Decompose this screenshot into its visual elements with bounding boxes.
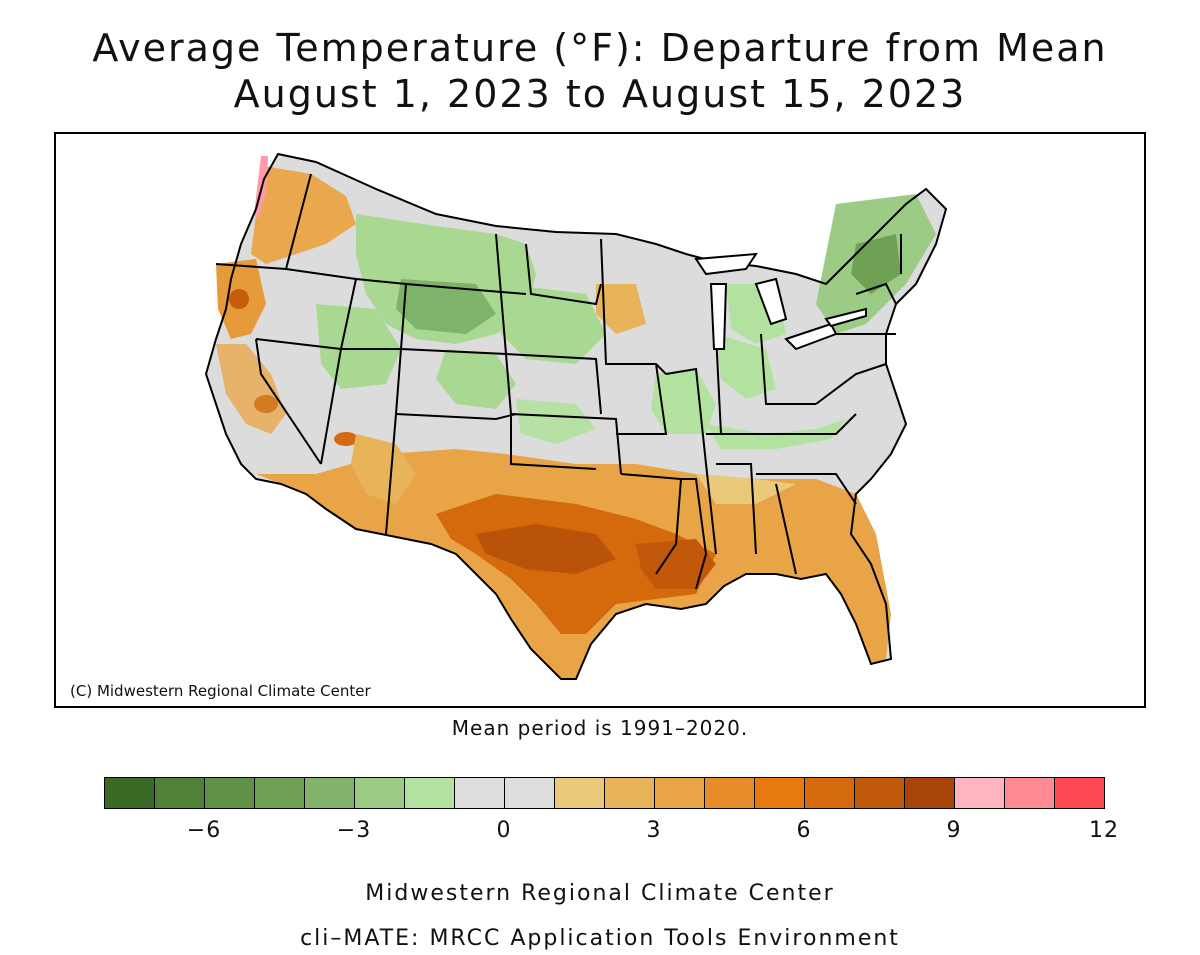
map-date-range: August 1, 2023 to August 15, 2023 (233, 72, 967, 116)
map-title: Average Temperature (°F): Departure from… (92, 26, 1108, 70)
footer-tool: cli–MATE: MRCC Application Tools Environ… (300, 926, 900, 951)
colorado-cool (436, 349, 516, 409)
nevada-hotspot (334, 432, 358, 446)
legend-swatch (555, 778, 605, 808)
legend-swatch (505, 778, 555, 808)
wyoming-cool (396, 279, 496, 334)
louisiana-hotspot (636, 539, 716, 589)
legend-swatch (805, 778, 855, 808)
legend-tick-label: 0 (496, 818, 512, 843)
legend-swatch (105, 778, 155, 808)
legend-swatch (355, 778, 405, 808)
legend-swatch (305, 778, 355, 808)
legend-swatch (405, 778, 455, 808)
legend-swatch (655, 778, 705, 808)
footer-organization: Midwestern Regional Climate Center (365, 881, 835, 906)
arizona-warm (351, 434, 416, 504)
ohio-valley-cool (716, 334, 776, 399)
legend-tick-label: 3 (646, 818, 662, 843)
legend-swatch (1005, 778, 1055, 808)
new-england-cooler (851, 234, 901, 294)
color-legend (104, 777, 1105, 809)
copyright-notice: (C) Midwestern Regional Climate Center (70, 682, 371, 700)
legend-swatch (755, 778, 805, 808)
kansas-cool (516, 399, 596, 444)
legend-swatch (955, 778, 1005, 808)
legend-swatch (705, 778, 755, 808)
legend-tick-label: 6 (796, 818, 812, 843)
deep-south-warm (696, 474, 796, 504)
state-boundaries (204, 152, 948, 680)
legend-swatch (605, 778, 655, 808)
legend-swatch (905, 778, 955, 808)
us-temperature-map (204, 152, 948, 680)
illinois-cool (651, 369, 716, 434)
map-frame: (C) Midwestern Regional Climate Center (54, 132, 1146, 708)
texas-hotspot (476, 524, 616, 574)
legend-tick-label: −3 (336, 818, 372, 843)
legend-tick-label: −6 (186, 818, 222, 843)
mean-period-note: Mean period is 1991–2020. (451, 716, 749, 740)
california-hotspot (254, 395, 278, 413)
pacific-northwest-warm (251, 166, 356, 264)
legend-swatch (255, 778, 305, 808)
great-lakes (694, 252, 867, 351)
legend-swatch (155, 778, 205, 808)
oregon-hotspot (229, 289, 249, 309)
legend-swatch (455, 778, 505, 808)
legend-swatch (1055, 778, 1104, 808)
minnesota-warm (596, 284, 646, 334)
legend-tick-label: 9 (946, 818, 962, 843)
legend-swatch (205, 778, 255, 808)
nebraska-cool (501, 284, 606, 364)
legend-swatch (855, 778, 905, 808)
legend-tick-label: 12 (1089, 818, 1119, 843)
